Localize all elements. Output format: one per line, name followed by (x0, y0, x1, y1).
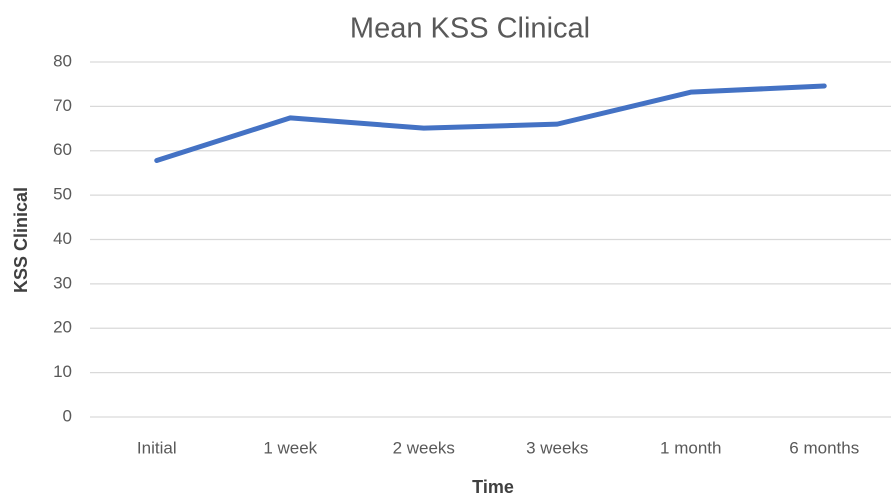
y-tick-label: 40 (53, 229, 72, 248)
y-tick-label: 30 (53, 273, 72, 292)
y-tick-label: 20 (53, 318, 72, 337)
chart-title: Mean KSS Clinical (350, 13, 590, 45)
y-tick-label: 0 (63, 406, 72, 425)
x-tick-label: 2 weeks (393, 438, 455, 457)
y-tick-label: 10 (53, 362, 72, 381)
x-tick-label: 6 months (789, 438, 859, 457)
y-tick-label: 70 (53, 96, 72, 115)
x-axis-title: Time (472, 477, 514, 497)
y-tick-label: 50 (53, 185, 72, 204)
x-tick-label: 3 weeks (526, 438, 588, 457)
x-tick-label: 1 week (263, 438, 317, 457)
y-axis-title: KSS Clinical (11, 187, 31, 293)
y-tick-label: 80 (53, 51, 72, 70)
y-tick-label: 60 (53, 140, 72, 159)
data-line (154, 83, 827, 164)
x-tick-label: Initial (137, 438, 177, 457)
x-tick-label: 1 month (660, 438, 721, 457)
